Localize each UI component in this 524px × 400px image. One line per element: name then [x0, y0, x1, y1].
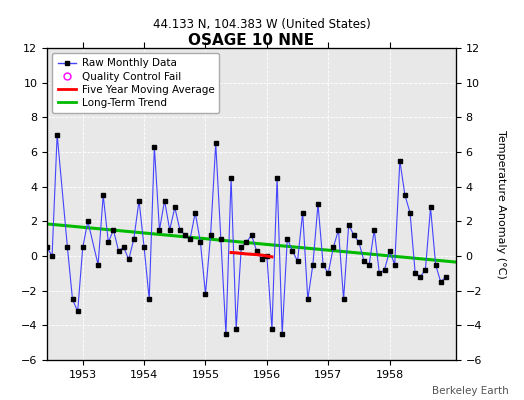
Text: Berkeley Earth: Berkeley Earth — [432, 386, 508, 396]
Text: 44.133 N, 104.383 W (United States): 44.133 N, 104.383 W (United States) — [153, 18, 371, 31]
Y-axis label: Temperature Anomaly (°C): Temperature Anomaly (°C) — [496, 130, 506, 278]
Title: OSAGE 10 NNE: OSAGE 10 NNE — [189, 33, 314, 48]
Legend: Raw Monthly Data, Quality Control Fail, Five Year Moving Average, Long-Term Tren: Raw Monthly Data, Quality Control Fail, … — [52, 53, 220, 113]
